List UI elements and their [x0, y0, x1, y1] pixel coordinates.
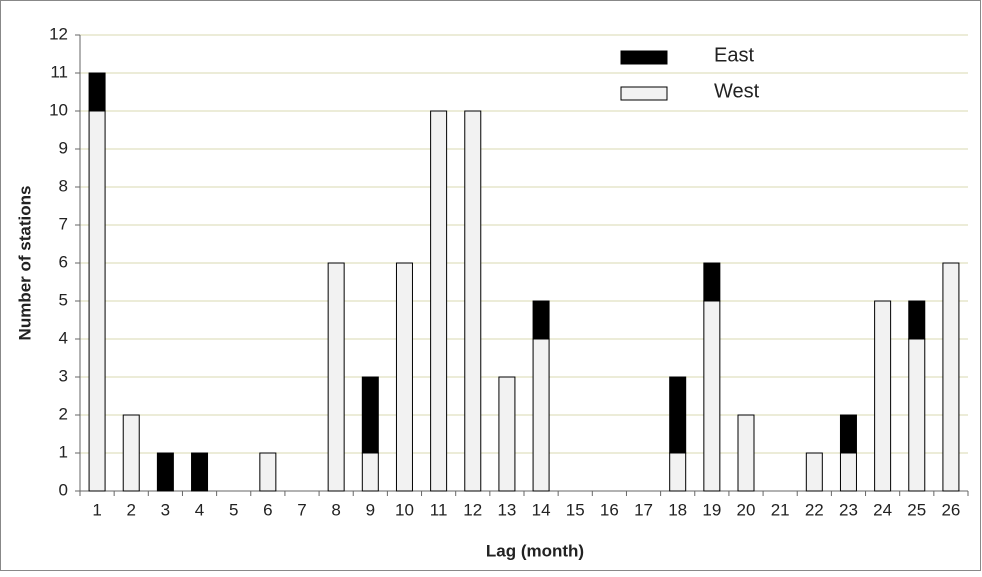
bar-segment — [805, 452, 823, 492]
y-tick-label: 11 — [50, 62, 68, 81]
bar-segment — [839, 452, 857, 492]
x-tick-label: 3 — [161, 500, 170, 519]
bar-segment — [156, 452, 174, 492]
x-tick-label: 21 — [771, 500, 790, 519]
x-tick-label: 19 — [702, 500, 721, 519]
bar-segment — [532, 338, 550, 492]
bar-segment — [703, 262, 721, 302]
y-tick-label: 2 — [59, 404, 68, 423]
bar-segment — [874, 300, 892, 492]
bar-segment — [88, 72, 106, 112]
bar-segment — [737, 414, 755, 492]
x-tick-label: 18 — [668, 500, 687, 519]
x-tick-label: 7 — [297, 500, 306, 519]
x-tick-label: 9 — [366, 500, 375, 519]
x-tick-label: 22 — [805, 500, 824, 519]
x-tick-label: 20 — [737, 500, 756, 519]
legend-label: East — [714, 44, 754, 66]
x-tick-label: 14 — [532, 500, 551, 519]
x-tick-label: 6 — [263, 500, 272, 519]
y-tick-label: 1 — [59, 442, 68, 461]
x-tick-label: 5 — [229, 500, 238, 519]
legend-swatch — [620, 50, 668, 65]
bar-segment — [669, 452, 687, 492]
bar-segment — [395, 262, 413, 492]
bar-segment — [259, 452, 277, 492]
bar-segment — [122, 414, 140, 492]
x-tick-label: 8 — [331, 500, 340, 519]
y-tick-label: 5 — [59, 290, 68, 309]
bar-segment — [361, 376, 379, 454]
bar-segment — [908, 338, 926, 492]
bar-segment — [361, 452, 379, 492]
y-tick-label: 9 — [59, 138, 68, 157]
legend-swatch — [620, 86, 668, 101]
bar-segment — [498, 376, 516, 492]
x-tick-label: 10 — [395, 500, 414, 519]
x-tick-label: 15 — [566, 500, 585, 519]
y-tick-label: 6 — [59, 252, 68, 271]
y-tick-label: 10 — [49, 100, 68, 119]
legend-label: West — [714, 80, 760, 102]
bar-segment — [327, 262, 345, 492]
x-tick-label: 26 — [941, 500, 960, 519]
bar-segment — [908, 300, 926, 340]
y-axis-label: Number of stations — [15, 186, 34, 341]
x-tick-label: 17 — [634, 500, 653, 519]
x-tick-label: 23 — [839, 500, 858, 519]
bar-segment — [839, 414, 857, 454]
x-tick-label: 24 — [873, 500, 892, 519]
x-tick-label: 12 — [463, 500, 482, 519]
y-tick-label: 3 — [59, 366, 68, 385]
bar-segment — [430, 110, 448, 492]
x-tick-label: 4 — [195, 500, 204, 519]
bar-segment — [703, 300, 721, 492]
y-tick-label: 7 — [59, 214, 68, 233]
bar-segment — [669, 376, 687, 454]
x-tick-label: 13 — [497, 500, 516, 519]
bar-segment — [88, 110, 106, 492]
x-axis-label: Lag (month) — [486, 541, 584, 560]
bar-segment — [464, 110, 482, 492]
y-tick-label: 4 — [59, 328, 68, 347]
x-tick-label: 2 — [126, 500, 135, 519]
y-tick-label: 8 — [59, 176, 68, 195]
x-tick-label: 1 — [92, 500, 101, 519]
bar-segment — [532, 300, 550, 340]
x-tick-label: 16 — [600, 500, 619, 519]
y-tick-label: 0 — [59, 480, 68, 499]
bar-segment — [942, 262, 960, 492]
bar-segment — [191, 452, 209, 492]
x-tick-label: 11 — [430, 500, 448, 519]
x-tick-label: 25 — [907, 500, 926, 519]
y-tick-label: 12 — [49, 24, 68, 43]
